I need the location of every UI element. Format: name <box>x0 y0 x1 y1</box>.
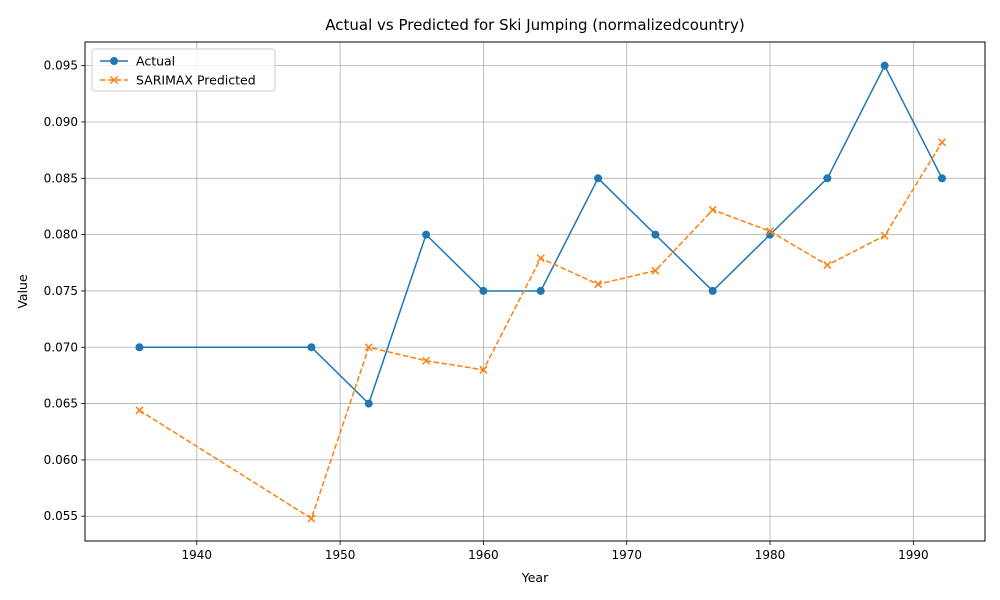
legend: Actual SARIMAX Predicted <box>91 48 276 92</box>
data-point-actual <box>135 343 144 352</box>
x-tick-label: 1980 <box>755 548 786 562</box>
data-point-actual <box>422 230 431 239</box>
data-point-actual <box>364 399 373 408</box>
y-axis: 0.055 0.060 0.065 0.070 0.075 0.080 0.085 0.090… <box>44 59 85 523</box>
data-point-predicted <box>536 254 545 263</box>
data-point-actual <box>651 230 660 239</box>
data-point-predicted <box>422 356 431 365</box>
y-tick-label: 0.095 <box>44 59 78 73</box>
data-point-actual <box>479 286 488 295</box>
data-point-predicted <box>823 260 832 270</box>
data-point-predicted <box>937 138 947 147</box>
chart-title: Actual vs Predicted for Ski Jumping (nor… <box>325 16 744 34</box>
y-tick-label: 0.065 <box>44 397 78 411</box>
data-point-predicted <box>479 365 488 374</box>
data-point-actual <box>307 343 316 352</box>
y-tick-label: 0.090 <box>44 115 78 129</box>
legend-marker-actual <box>110 57 118 65</box>
data-point-actual <box>594 174 603 183</box>
data-point-actual <box>938 174 947 183</box>
data-point-actual <box>880 61 889 70</box>
x-tick-label: 1990 <box>898 548 929 562</box>
data-point-predicted <box>708 205 717 214</box>
y-tick-label: 0.080 <box>44 228 78 242</box>
y-tick-label: 0.060 <box>44 453 78 467</box>
x-tick-label: 1960 <box>468 548 499 562</box>
plot-area-frame <box>84 41 986 542</box>
data-point-predicted <box>364 343 373 352</box>
data-point-actual <box>708 286 717 295</box>
data-point-actual <box>823 174 832 183</box>
legend-box <box>91 48 276 92</box>
data-point-predicted <box>135 406 144 415</box>
x-axis-label: Year <box>521 570 549 585</box>
x-tick-label: 1940 <box>182 548 213 562</box>
legend-label-predicted: SARIMAX Predicted <box>136 73 256 88</box>
data-point-predicted <box>651 266 660 275</box>
x-tick-label: 1950 <box>325 548 356 562</box>
series-layer <box>135 61 947 523</box>
x-axis: 1940 1950 1960 1970 1980 1990 <box>182 541 929 562</box>
legend-label-actual: Actual <box>136 54 175 69</box>
y-tick-label: 0.070 <box>44 340 78 354</box>
y-tick-label: 0.075 <box>44 284 78 298</box>
data-point-predicted <box>880 231 889 240</box>
data-point-predicted <box>307 514 316 523</box>
x-tick-label: 1970 <box>611 548 642 562</box>
y-axis-label: Value <box>15 274 30 309</box>
data-point-predicted <box>594 280 603 289</box>
y-tick-label: 0.085 <box>44 171 78 185</box>
legend-marker-predicted <box>109 75 119 85</box>
y-tick-label: 0.055 <box>44 509 78 523</box>
data-point-predicted <box>766 227 775 236</box>
data-point-actual <box>536 286 545 295</box>
